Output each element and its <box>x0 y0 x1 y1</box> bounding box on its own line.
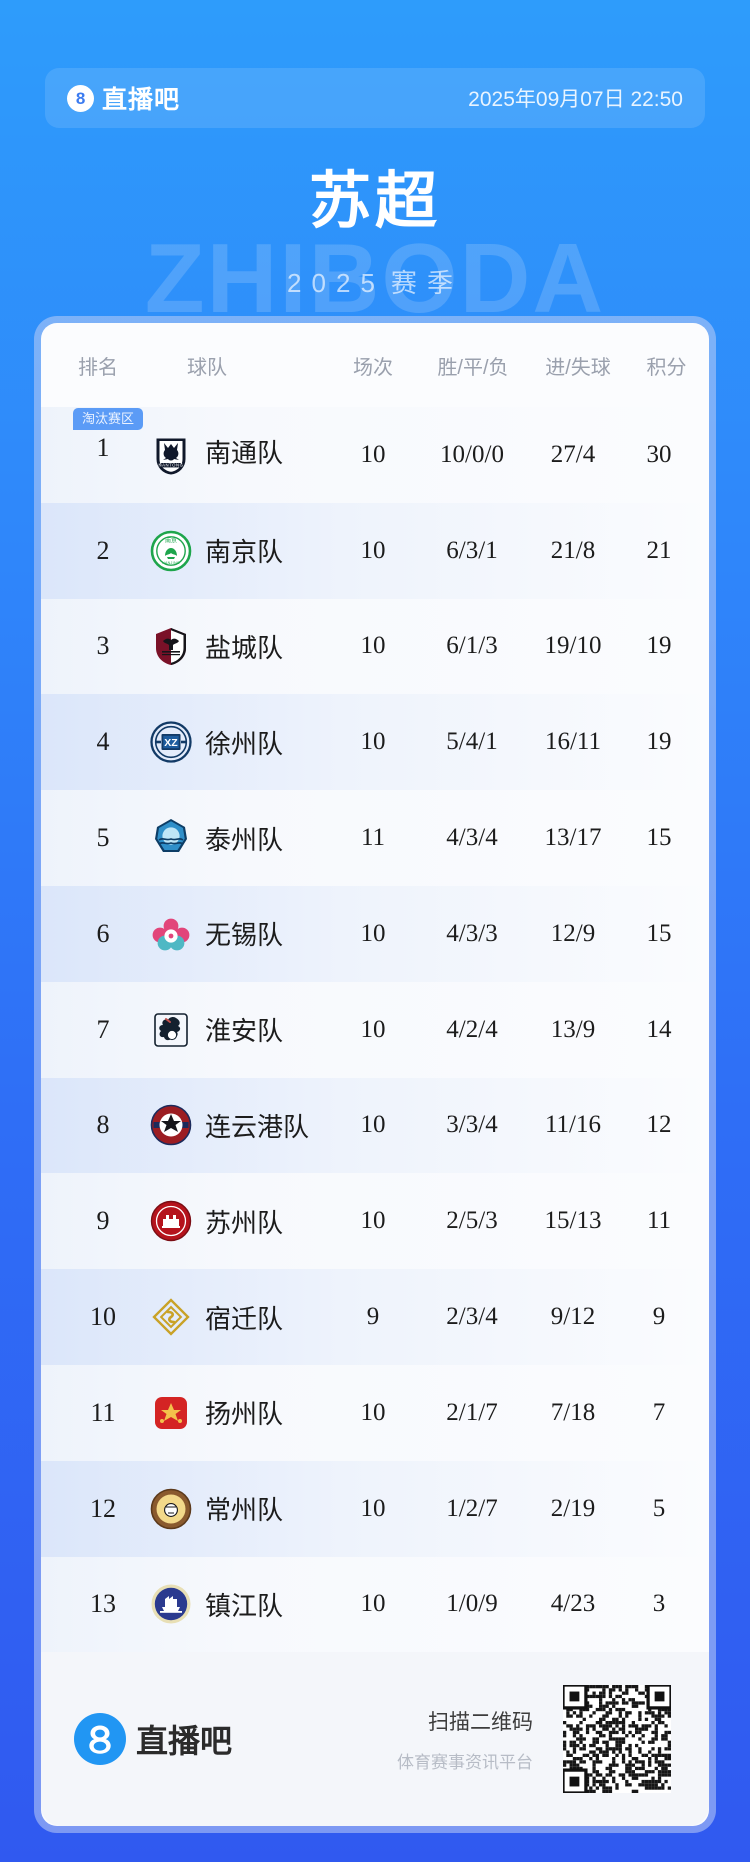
svg-text:南京: 南京 <box>165 536 177 544</box>
svg-text:NANJING: NANJING <box>162 561 180 565</box>
svg-text:NANTONG: NANTONG <box>159 463 184 468</box>
svg-text:XZ: XZ <box>164 737 178 749</box>
svg-text:8: 8 <box>76 89 85 108</box>
